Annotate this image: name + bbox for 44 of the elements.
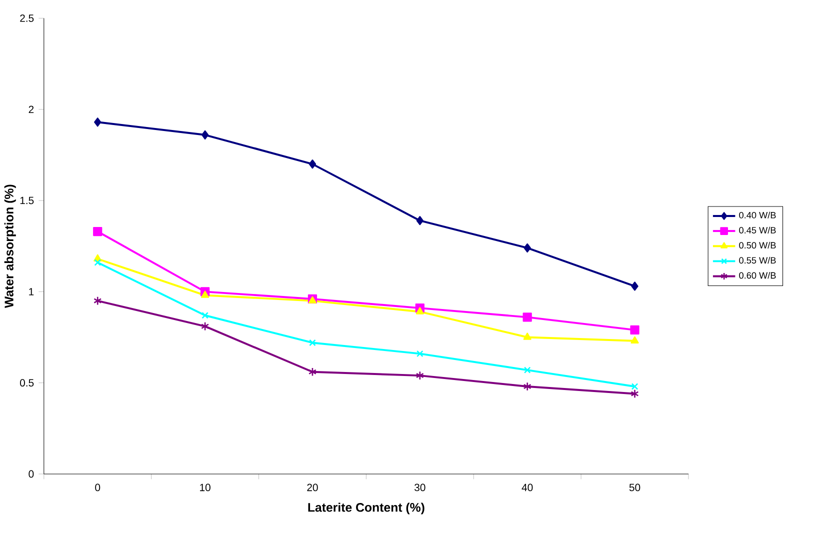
point xyxy=(630,389,639,398)
y-tick-label: 1 xyxy=(29,288,34,296)
y-tick-label: 2 xyxy=(28,106,34,114)
point xyxy=(524,243,531,252)
point xyxy=(523,332,532,340)
point xyxy=(309,339,316,346)
point xyxy=(202,312,208,319)
point xyxy=(631,383,638,390)
legend-label: 0.55 W/B xyxy=(739,256,776,264)
point xyxy=(416,370,424,380)
point xyxy=(631,282,638,291)
y-tick-label: 2.5 xyxy=(20,14,34,22)
point xyxy=(630,325,640,335)
x-axis-title: Laterite Content (%) xyxy=(308,502,424,514)
point xyxy=(308,160,316,169)
point xyxy=(201,130,209,140)
point xyxy=(416,216,424,226)
legend-label: 0.50 W/B xyxy=(739,242,776,249)
x-tick-label: 20 xyxy=(307,484,318,492)
x-tick-label: 40 xyxy=(522,484,533,492)
legend-label: 0.40 W/B xyxy=(739,212,776,218)
point xyxy=(630,336,639,344)
y-tick-label: 1.5 xyxy=(20,196,34,204)
x-tick-label: 30 xyxy=(414,484,426,492)
point xyxy=(416,307,424,314)
point xyxy=(94,259,102,266)
point xyxy=(201,322,210,331)
x-tick-label: 50 xyxy=(629,484,640,492)
x-tick-label: 0 xyxy=(95,484,100,492)
point xyxy=(94,118,102,127)
point xyxy=(93,226,102,236)
legend-label: 0.45 W/B xyxy=(739,226,776,234)
x-tick-label: 10 xyxy=(200,484,210,492)
point xyxy=(524,366,531,374)
legend-label: 0.60 W/B xyxy=(739,272,776,279)
y-tick-label: 0 xyxy=(28,470,34,478)
point xyxy=(416,350,424,358)
point xyxy=(522,312,532,322)
point xyxy=(523,382,532,392)
point xyxy=(201,290,210,298)
point xyxy=(94,296,102,306)
point xyxy=(308,367,317,376)
y-tick-label: 0.5 xyxy=(20,379,34,387)
y-axis-title: Water absorption (%) xyxy=(4,184,16,308)
